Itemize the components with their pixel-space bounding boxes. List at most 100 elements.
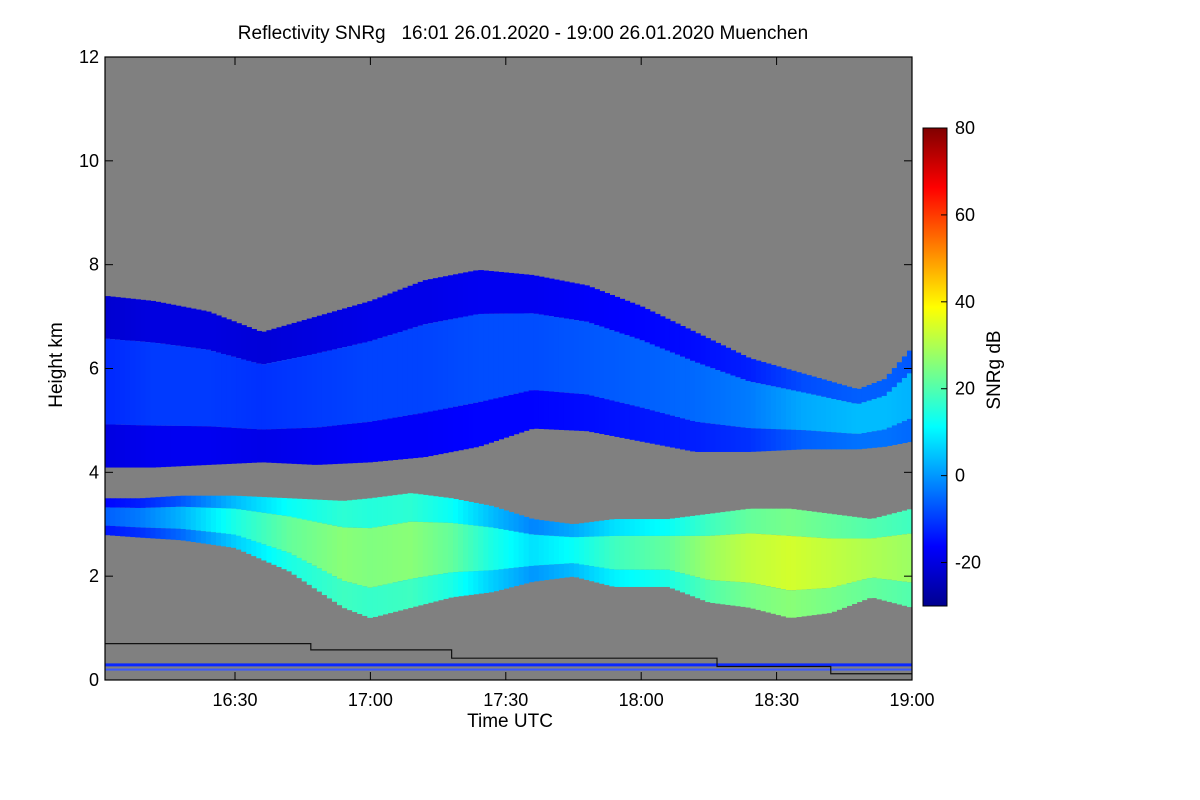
lower-echo-layer-cell	[437, 522, 444, 575]
upper-echo-layer-cell	[669, 415, 676, 448]
lower-echo-layer-cell	[170, 528, 177, 540]
lower-echo-layer-cell	[826, 587, 832, 614]
lower-echo-layer-cell	[306, 563, 313, 585]
upper-echo-layer-cell	[644, 342, 651, 410]
colorbar-tick-label: -20	[955, 553, 981, 573]
lower-echo-layer-cell	[296, 557, 303, 579]
upper-echo-layer-cell	[669, 352, 676, 416]
lower-echo-layer-cell	[508, 512, 515, 531]
upper-echo-layer-cell	[387, 293, 394, 336]
lower-echo-layer-cell	[735, 581, 742, 607]
upper-echo-layer-cell	[851, 403, 858, 434]
upper-echo-layer-cell	[765, 385, 772, 429]
lower-echo-layer-cell	[523, 566, 530, 584]
upper-echo-layer-cell	[730, 426, 737, 452]
upper-echo-layer-cell	[397, 416, 404, 460]
lower-echo-layer-cell	[806, 537, 812, 590]
lower-echo-layer-cell	[205, 495, 212, 508]
lower-echo-layer-cell	[649, 519, 656, 536]
lower-echo-layer-cell	[695, 515, 701, 536]
upper-echo-layer-cell	[150, 425, 157, 468]
lower-echo-layer-cell	[221, 508, 227, 534]
upper-echo-layer-cell	[432, 278, 439, 323]
lower-echo-layer-cell	[105, 498, 111, 508]
upper-echo-layer-cell	[594, 325, 600, 397]
lower-echo-layer-cell	[256, 542, 262, 559]
lower-echo-layer-cell	[180, 495, 187, 507]
upper-echo-layer-cell	[458, 317, 464, 406]
upper-echo-layer-cell	[579, 320, 585, 395]
lower-echo-layer-cell	[871, 577, 878, 599]
lower-echo-layer-cell	[286, 516, 293, 553]
lower-echo-layer-cell	[185, 529, 192, 542]
upper-echo-layer-cell	[649, 311, 656, 345]
upper-echo-layer-cell	[170, 425, 177, 467]
lower-echo-layer-cell	[331, 576, 338, 602]
upper-echo-layer-cell	[811, 394, 817, 431]
upper-echo-layer-cell	[876, 397, 883, 431]
upper-echo-layer-cell	[801, 430, 807, 450]
lower-echo-layer-cell	[851, 538, 858, 582]
upper-echo-layer-cell	[372, 339, 378, 421]
upper-echo-layer-cell	[246, 428, 252, 463]
lower-echo-layer-cell	[301, 560, 308, 582]
upper-echo-layer-cell	[886, 427, 893, 446]
upper-echo-layer-cell	[115, 424, 121, 468]
lower-echo-layer-cell	[165, 528, 172, 540]
colorbar-scale	[922, 127, 948, 607]
upper-echo-layer-cell	[140, 341, 146, 426]
upper-echo-layer-cell	[231, 427, 237, 464]
lower-echo-layer-cell	[538, 520, 545, 536]
upper-echo-layer-cell	[624, 300, 631, 336]
clutter-band	[105, 668, 912, 671]
y-tick-label: 0	[89, 670, 99, 690]
upper-echo-layer-cell	[175, 305, 182, 346]
upper-echo-layer-cell	[251, 328, 257, 363]
lower-echo-layer-cell	[821, 588, 827, 614]
lower-echo-layer-cell	[871, 538, 878, 578]
lower-echo-layer-cell	[533, 534, 540, 566]
upper-echo-layer-cell	[533, 275, 540, 314]
lower-echo-layer-cell	[195, 507, 202, 531]
upper-echo-layer-cell	[553, 391, 560, 430]
lower-echo-layer-cell	[160, 528, 167, 540]
lower-echo-layer-cell	[856, 580, 863, 603]
upper-echo-layer-cell	[135, 341, 141, 426]
lower-echo-layer-cell	[664, 569, 671, 587]
upper-echo-layer-cell	[775, 366, 782, 388]
lower-echo-layer-cell	[291, 517, 298, 556]
lower-echo-layer-cell	[584, 536, 590, 566]
upper-echo-layer-cell	[669, 321, 676, 353]
upper-echo-layer-cell	[528, 390, 535, 430]
lower-echo-layer-cell	[574, 563, 580, 578]
lower-echo-layer-cell	[669, 535, 676, 571]
upper-echo-layer-cell	[901, 356, 908, 378]
lower-echo-layer-cell	[886, 514, 893, 537]
upper-echo-layer-cell	[846, 402, 853, 434]
lower-echo-layer-cell	[619, 535, 626, 570]
lower-echo-layer-cell	[679, 573, 686, 593]
lower-echo-layer-cell	[352, 499, 358, 528]
lower-echo-layer-cell	[357, 527, 363, 586]
upper-echo-layer-cell	[790, 370, 797, 391]
lower-echo-layer-cell	[200, 507, 207, 532]
lower-echo-layer-cell	[725, 534, 732, 582]
lower-echo-layer-cell	[316, 568, 323, 592]
lower-echo-layer-cell	[881, 579, 888, 601]
upper-echo-layer-cell	[478, 401, 484, 447]
upper-echo-layer-cell	[528, 274, 535, 314]
lower-echo-layer-cell	[614, 519, 621, 536]
lower-echo-layer-cell	[901, 534, 908, 582]
upper-echo-layer-cell	[664, 350, 671, 415]
upper-echo-layer-cell	[155, 343, 162, 426]
lower-echo-layer-cell	[866, 518, 873, 539]
upper-echo-layer-cell	[715, 370, 721, 425]
upper-echo-layer-cell	[806, 393, 812, 431]
y-tick-label: 12	[79, 47, 99, 67]
upper-echo-layer-cell	[685, 419, 691, 451]
upper-echo-layer-cell	[730, 375, 737, 427]
lower-echo-layer-cell	[498, 569, 505, 590]
lower-echo-layer-cell	[387, 583, 394, 614]
upper-echo-layer-cell	[432, 322, 439, 411]
lower-echo-layer-cell	[412, 493, 419, 522]
